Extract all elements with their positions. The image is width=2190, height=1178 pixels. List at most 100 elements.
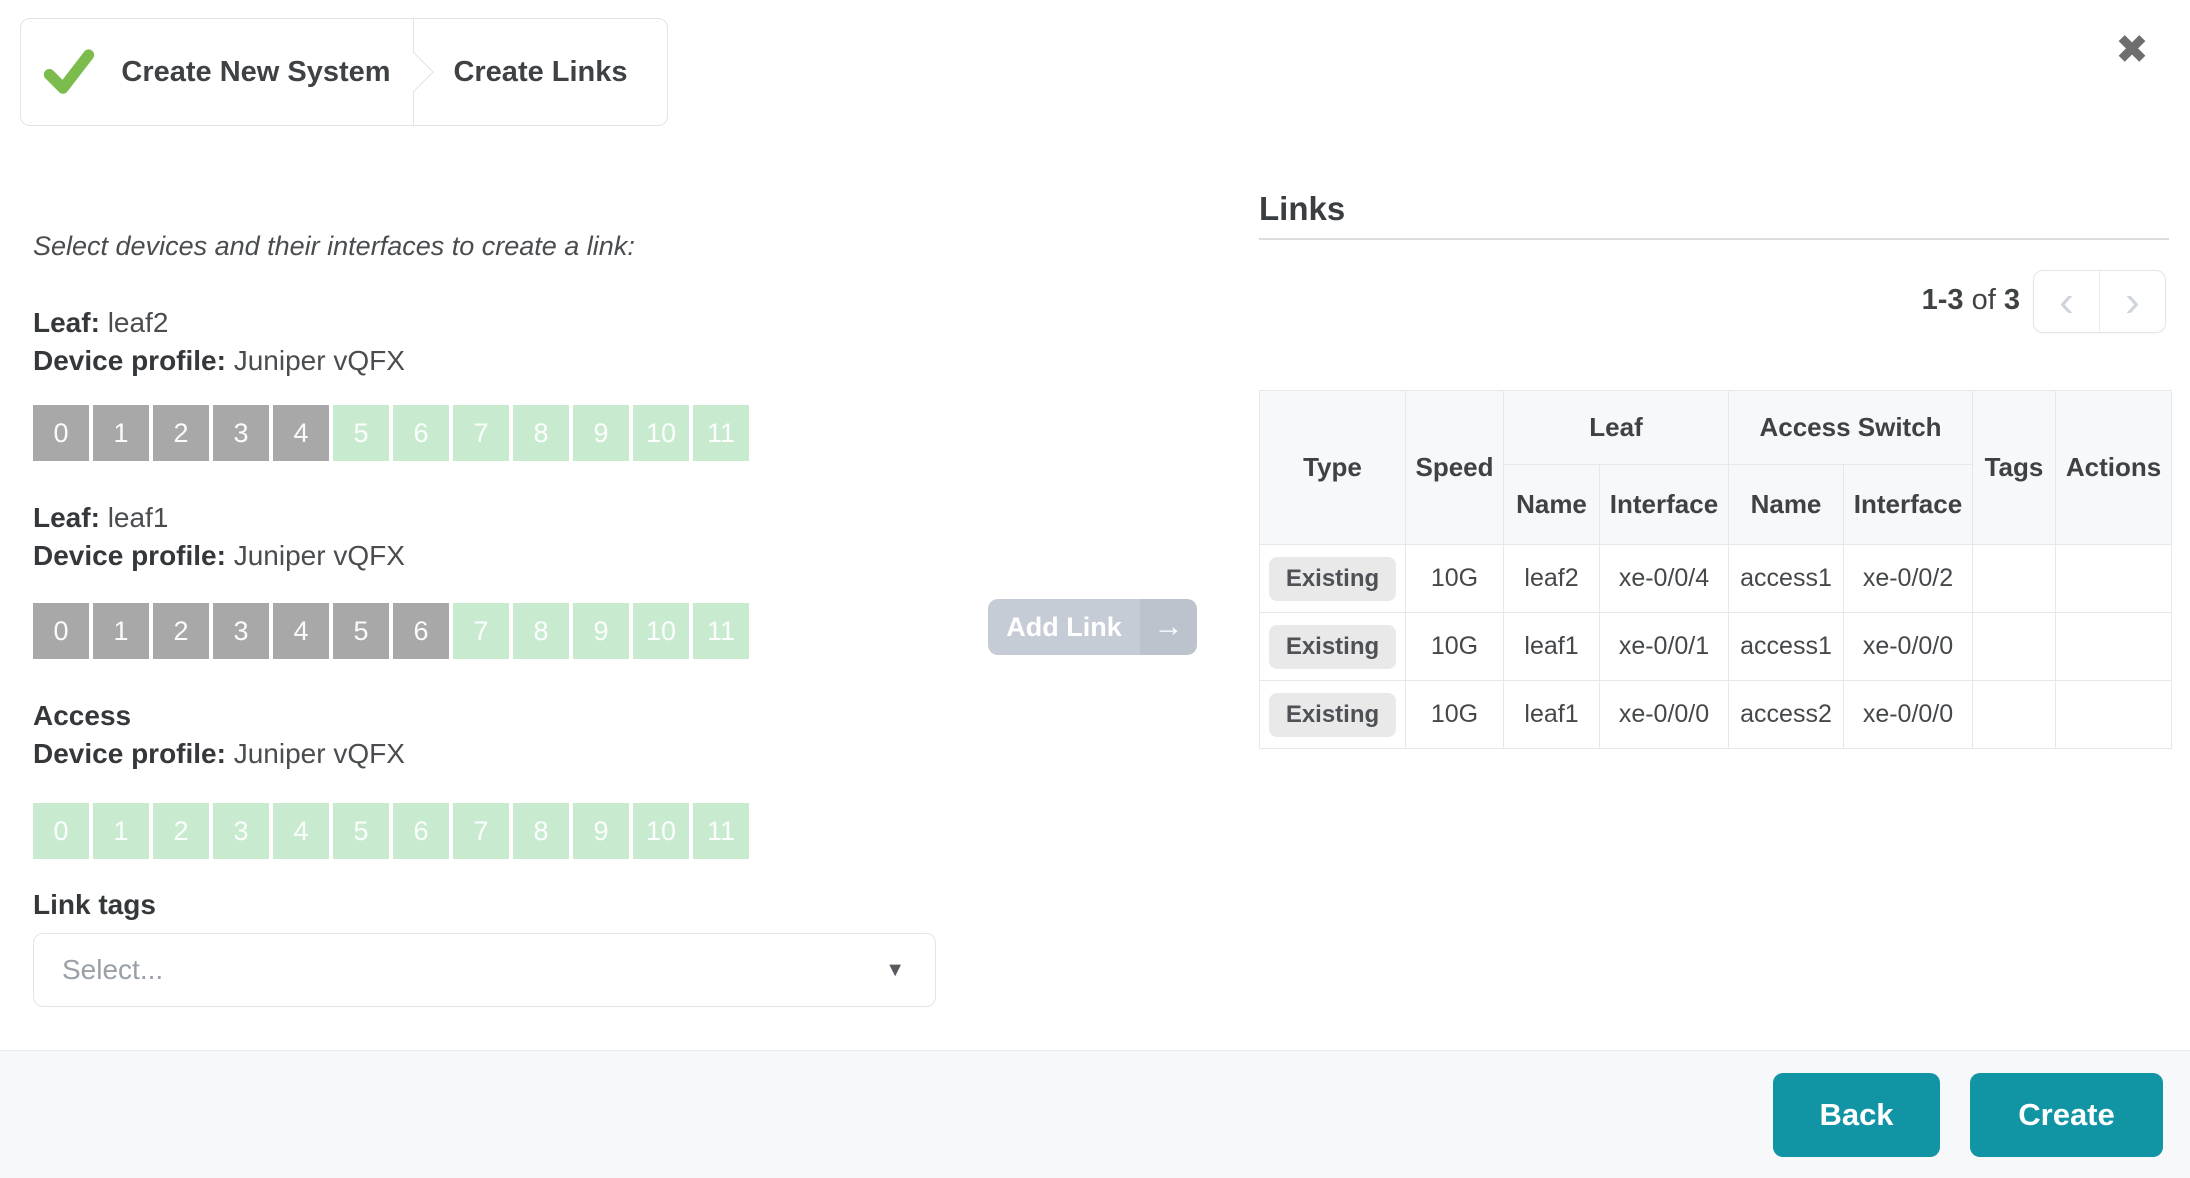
- type-badge: Existing: [1268, 624, 1397, 669]
- pagination-controls: ‹ ›: [2033, 270, 2166, 333]
- links-table: Type Speed Leaf Access Switch Tags Actio…: [1259, 390, 2172, 749]
- link-tags-select[interactable]: Select... ▼: [33, 933, 936, 1007]
- device-profile: Device profile: Juniper vQFX: [33, 537, 953, 575]
- previous-page-icon[interactable]: ‹: [2034, 271, 2100, 332]
- cell-access-interface: xe-0/0/0: [1843, 612, 1973, 681]
- port-5[interactable]: 5: [333, 405, 389, 461]
- wizard-step-create-links[interactable]: Create Links: [414, 19, 667, 125]
- port-11[interactable]: 11: [693, 405, 749, 461]
- links-section-title: Links: [1259, 190, 1346, 227]
- col-header-actions: Actions: [2055, 390, 2172, 545]
- port-2: 2: [153, 405, 209, 461]
- wizard-steps: Create New System Create Links: [20, 18, 668, 126]
- wizard-step-create-new-system[interactable]: Create New System: [21, 19, 434, 125]
- port-1: 1: [93, 603, 149, 659]
- port-7[interactable]: 7: [453, 803, 509, 859]
- port-8[interactable]: 8: [513, 803, 569, 859]
- port-6[interactable]: 6: [393, 803, 449, 859]
- arrow-right-icon: →: [1140, 599, 1197, 655]
- next-page-icon[interactable]: ›: [2100, 271, 2165, 332]
- col-header-leaf: Leaf: [1503, 390, 1729, 465]
- port-6[interactable]: 6: [393, 405, 449, 461]
- close-icon[interactable]: ✖: [2104, 22, 2160, 78]
- port-8[interactable]: 8: [513, 405, 569, 461]
- modal-footer: Back Create: [0, 1050, 2190, 1178]
- port-9[interactable]: 9: [573, 405, 629, 461]
- col-header-leaf-interface: Interface: [1599, 464, 1729, 545]
- port-strip-leaf1: 0 1 2 3 4 5 6 7 8 9 10 11: [33, 603, 953, 659]
- device-profile: Device profile: Juniper vQFX: [33, 342, 953, 380]
- device-title: Leaf: leaf1: [33, 499, 953, 537]
- device-profile-value: Juniper vQFX: [233, 540, 405, 571]
- pagination-current-range: 1-3: [1921, 284, 1964, 316]
- port-strip-leaf2: 0 1 2 3 4 5 6 7 8 9 10 11: [33, 405, 953, 461]
- device-title: Access: [33, 697, 953, 735]
- add-link-button[interactable]: Add Link →: [988, 599, 1197, 655]
- add-link-label: Add Link: [988, 599, 1140, 655]
- cell-tags: [1972, 680, 2056, 749]
- port-10[interactable]: 10: [633, 405, 689, 461]
- cell-type: Existing: [1259, 612, 1406, 681]
- chevron-down-icon: ▼: [885, 958, 905, 981]
- device-profile-value: Juniper vQFX: [233, 738, 405, 769]
- wizard-step-label: Create New System: [121, 55, 391, 88]
- pagination-of-label: of: [1971, 284, 1996, 316]
- device-profile-label: Device profile:: [33, 345, 226, 376]
- link-tags-placeholder: Select...: [62, 954, 164, 985]
- device-title-label: Leaf:: [33, 502, 100, 533]
- cell-leaf-name: leaf2: [1503, 544, 1600, 613]
- port-1[interactable]: 1: [93, 803, 149, 859]
- port-4: 4: [273, 405, 329, 461]
- port-8[interactable]: 8: [513, 603, 569, 659]
- port-0: 0: [33, 603, 89, 659]
- port-3[interactable]: 3: [213, 803, 269, 859]
- cell-type: Existing: [1259, 680, 1406, 749]
- port-10[interactable]: 10: [633, 803, 689, 859]
- cell-speed: 10G: [1405, 544, 1504, 613]
- cell-access-interface: xe-0/0/2: [1843, 544, 1973, 613]
- type-badge: Existing: [1268, 692, 1397, 737]
- port-9[interactable]: 9: [573, 803, 629, 859]
- cell-tags: [1972, 612, 2056, 681]
- col-header-speed: Speed: [1405, 390, 1504, 545]
- cell-access-interface: xe-0/0/0: [1843, 680, 1973, 749]
- port-2[interactable]: 2: [153, 803, 209, 859]
- port-7[interactable]: 7: [453, 603, 509, 659]
- port-10[interactable]: 10: [633, 603, 689, 659]
- col-header-access-interface: Interface: [1843, 464, 1973, 545]
- port-4[interactable]: 4: [273, 803, 329, 859]
- pagination-total: 3: [2003, 284, 2020, 316]
- port-7[interactable]: 7: [453, 405, 509, 461]
- device-profile-value: Juniper vQFX: [233, 345, 405, 376]
- port-11[interactable]: 11: [693, 803, 749, 859]
- cell-actions: [2055, 612, 2172, 681]
- device-title-value: leaf1: [107, 502, 169, 533]
- cell-speed: 10G: [1405, 612, 1504, 681]
- port-0[interactable]: 0: [33, 803, 89, 859]
- create-button[interactable]: Create: [1970, 1073, 2163, 1157]
- port-9[interactable]: 9: [573, 603, 629, 659]
- col-header-leaf-name: Name: [1503, 464, 1600, 545]
- table-row: Existing 10G leaf1 xe-0/0/0 access2 xe-0/0/0: [1259, 680, 2172, 749]
- port-2: 2: [153, 603, 209, 659]
- port-5[interactable]: 5: [333, 803, 389, 859]
- port-11[interactable]: 11: [693, 603, 749, 659]
- cell-type: Existing: [1259, 544, 1406, 613]
- link-tags-label: Link tags: [33, 889, 156, 920]
- cell-leaf-interface: xe-0/0/1: [1599, 612, 1729, 681]
- cell-leaf-interface: xe-0/0/4: [1599, 544, 1729, 613]
- col-header-access-name: Name: [1728, 464, 1844, 545]
- instruction-text: Select devices and their interfaces to c…: [33, 231, 635, 261]
- cell-actions: [2055, 544, 2172, 613]
- device-title: Leaf: leaf2: [33, 304, 953, 342]
- wizard-step-label: Create Links: [453, 55, 628, 88]
- device-title-label: Access: [33, 700, 132, 731]
- cell-tags: [1972, 544, 2056, 613]
- back-button[interactable]: Back: [1773, 1073, 1940, 1157]
- cell-access-name: access1: [1728, 612, 1844, 681]
- cell-access-name: access2: [1728, 680, 1844, 749]
- table-row: Existing 10G leaf1 xe-0/0/1 access1 xe-0/0/0: [1259, 612, 2172, 681]
- device-profile: Device profile: Juniper vQFX: [33, 735, 953, 773]
- port-3: 3: [213, 405, 269, 461]
